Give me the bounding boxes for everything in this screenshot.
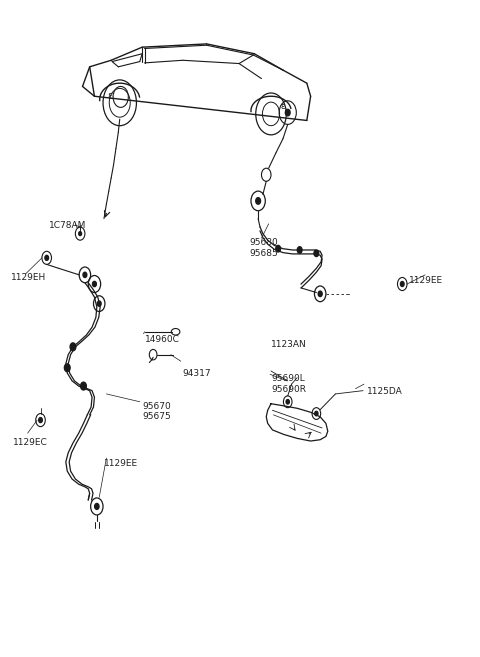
Circle shape xyxy=(70,343,76,351)
Circle shape xyxy=(297,247,302,253)
Text: 95670
95675: 95670 95675 xyxy=(142,402,171,421)
Circle shape xyxy=(400,282,404,286)
Circle shape xyxy=(315,411,318,416)
Text: 1C78AM: 1C78AM xyxy=(49,221,86,229)
Circle shape xyxy=(314,250,319,256)
Circle shape xyxy=(276,246,281,252)
Circle shape xyxy=(83,272,87,277)
Circle shape xyxy=(45,256,48,260)
Circle shape xyxy=(79,232,82,236)
Text: 1129EE: 1129EE xyxy=(104,459,138,468)
Circle shape xyxy=(95,503,99,509)
Text: 1129EC: 1129EC xyxy=(13,438,48,447)
Circle shape xyxy=(285,109,290,116)
Text: 95690L
95690R: 95690L 95690R xyxy=(271,374,306,394)
Text: 14960C: 14960C xyxy=(144,335,180,344)
Circle shape xyxy=(286,399,289,404)
Circle shape xyxy=(318,291,322,296)
Text: ε: ε xyxy=(281,102,285,110)
Text: ε: ε xyxy=(108,91,113,101)
Text: 1125DA: 1125DA xyxy=(366,388,402,396)
Circle shape xyxy=(64,364,70,372)
Circle shape xyxy=(93,281,96,286)
Text: 1129EH: 1129EH xyxy=(11,273,46,282)
Text: 94317: 94317 xyxy=(183,369,211,378)
Circle shape xyxy=(81,382,86,390)
Text: 1123AN: 1123AN xyxy=(271,340,307,350)
Text: 1129EE: 1129EE xyxy=(409,276,444,285)
Circle shape xyxy=(39,418,42,422)
Text: 95680
95685: 95680 95685 xyxy=(250,238,278,258)
Circle shape xyxy=(256,198,261,204)
Circle shape xyxy=(97,301,101,306)
